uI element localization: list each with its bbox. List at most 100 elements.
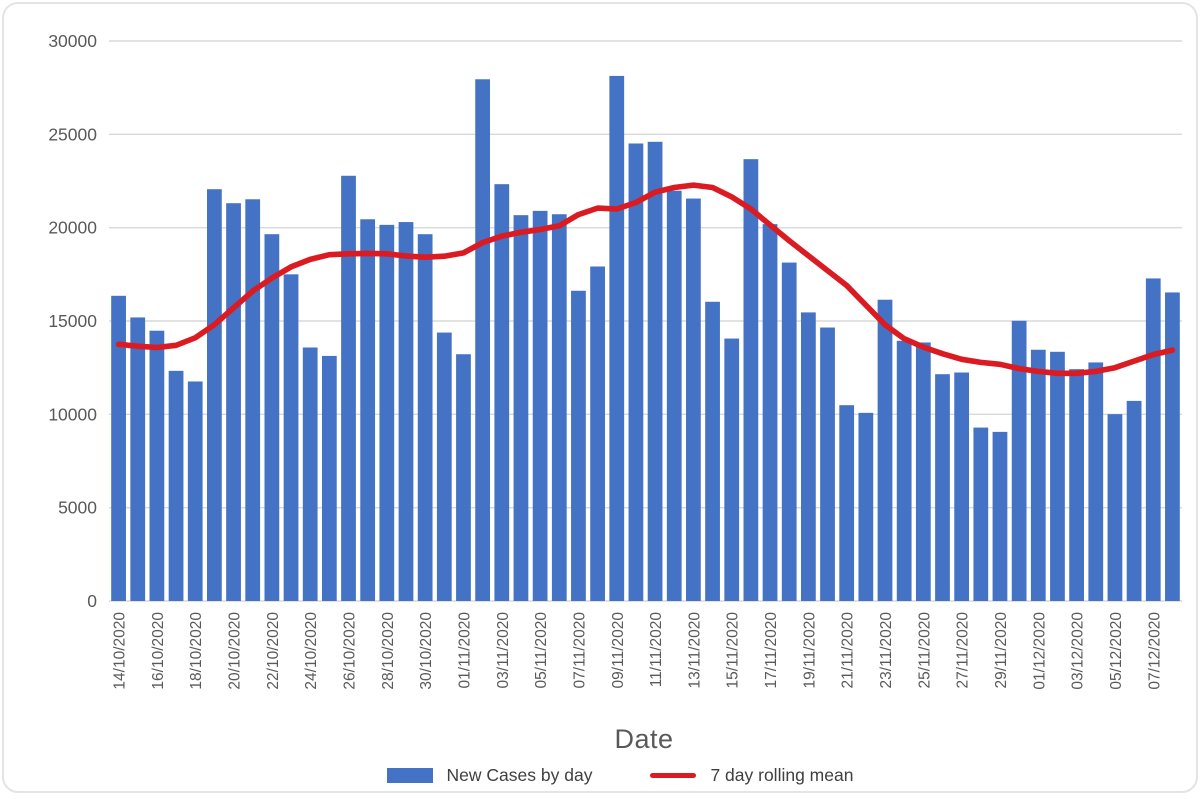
x-tick-label: 01/11/2020 (456, 612, 473, 689)
bar (379, 224, 395, 601)
bar (915, 342, 931, 601)
bar (264, 234, 280, 601)
x-axis-title: Date (614, 724, 674, 754)
legend-label-new-cases: New Cases by day (446, 764, 593, 785)
bar (207, 189, 222, 601)
bar (130, 317, 146, 601)
x-tick-label: 27/11/2020 (955, 612, 972, 689)
bar (532, 210, 548, 601)
bar (973, 427, 989, 601)
bar (762, 224, 778, 601)
bar (245, 199, 261, 602)
bar (302, 347, 318, 601)
bar (781, 262, 797, 601)
bar (820, 327, 835, 601)
y-tick-label: 20000 (48, 218, 97, 238)
bar (935, 374, 950, 601)
bar (609, 75, 625, 601)
y-tick-label: 10000 (48, 404, 97, 424)
x-tick-label: 23/11/2020 (878, 612, 895, 689)
x-tick-label: 30/10/2020 (418, 612, 435, 690)
bar (1030, 349, 1046, 601)
bar (168, 370, 184, 601)
x-tick-label: 22/10/2020 (265, 612, 282, 690)
bar (571, 290, 586, 601)
bar (283, 274, 299, 601)
bar (1126, 400, 1142, 601)
x-tick-label: 05/11/2020 (533, 612, 550, 689)
x-tick-label: 19/11/2020 (801, 612, 818, 689)
x-axis-labels: 14/10/2020 16/10/2020 18/10/2020 20/10/2020… (112, 612, 1164, 690)
x-tick-label: 13/11/2020 (686, 612, 703, 689)
y-tick-label: 25000 (48, 124, 97, 144)
bar (436, 332, 452, 601)
bar (743, 159, 759, 601)
bar (1145, 278, 1161, 601)
x-tick-label: 14/10/2020 (112, 612, 129, 690)
bar (628, 143, 644, 602)
x-tick-label: 17/11/2020 (763, 612, 780, 689)
x-tick-label: 26/10/2020 (342, 612, 359, 690)
bar (1050, 351, 1065, 601)
bar (1011, 320, 1027, 601)
bar (992, 431, 1008, 601)
bar (187, 381, 203, 601)
x-tick-label: 07/11/2020 (571, 612, 588, 689)
x-tick-label: 18/10/2020 (188, 612, 205, 690)
y-tick-label: 5000 (58, 498, 97, 518)
x-tick-label: 05/12/2020 (1108, 612, 1125, 690)
x-tick-label: 16/10/2020 (150, 612, 167, 690)
bars-series (111, 75, 1180, 602)
x-tick-label: 15/11/2020 (725, 612, 742, 689)
bar (839, 405, 855, 601)
bar (1088, 362, 1104, 601)
x-tick-label: 28/10/2020 (380, 612, 397, 690)
bar (1069, 369, 1084, 601)
legend: New Cases by day 7 day rolling mean (4, 762, 1200, 788)
x-tick-label: 24/10/2020 (303, 612, 320, 690)
bar (858, 412, 874, 601)
bar (686, 198, 701, 602)
x-tick-label: 01/12/2020 (1031, 612, 1048, 690)
bar (551, 214, 567, 602)
bar (666, 190, 682, 601)
bar (1165, 292, 1180, 601)
bar (590, 266, 605, 601)
rolling-mean-line (115, 182, 1176, 377)
y-tick-label: 30000 (48, 31, 97, 51)
bar (800, 312, 816, 601)
legend-swatch-line-icon (650, 772, 697, 778)
bar (398, 222, 414, 601)
y-tick-label: 15000 (48, 311, 97, 331)
bar (724, 338, 740, 601)
bar (954, 372, 970, 601)
x-tick-label: 03/11/2020 (495, 612, 512, 689)
x-tick-label: 25/11/2020 (916, 612, 933, 689)
y-axis-labels: 0 5000 10000 15000 20000 25000 30000 (48, 31, 97, 611)
bar (494, 184, 510, 602)
x-tick-label: 20/10/2020 (227, 612, 244, 690)
bar (896, 340, 912, 601)
bar (513, 215, 529, 601)
bar (111, 295, 126, 601)
bar (647, 141, 663, 602)
bar (321, 355, 337, 601)
x-tick-label: 09/11/2020 (610, 612, 627, 689)
chart-canvas: 0 5000 10000 15000 20000 25000 30000 14/10/2020… (48, 31, 1182, 690)
bar (475, 79, 491, 601)
x-tick-label: 03/12/2020 (1070, 612, 1087, 690)
y-tick-label: 0 (87, 591, 97, 611)
x-tick-label: 07/12/2020 (1146, 612, 1163, 690)
bar (149, 330, 165, 601)
bar (1107, 414, 1123, 601)
bar (705, 301, 720, 601)
x-tick-label: 21/11/2020 (840, 612, 857, 689)
x-tick-label: 11/11/2020 (648, 612, 665, 688)
bar (877, 299, 893, 601)
bar (417, 234, 433, 601)
legend-swatch-bar-icon (386, 767, 433, 783)
bar (456, 354, 471, 601)
x-tick-label: 29/11/2020 (993, 612, 1010, 689)
bar (226, 203, 241, 601)
